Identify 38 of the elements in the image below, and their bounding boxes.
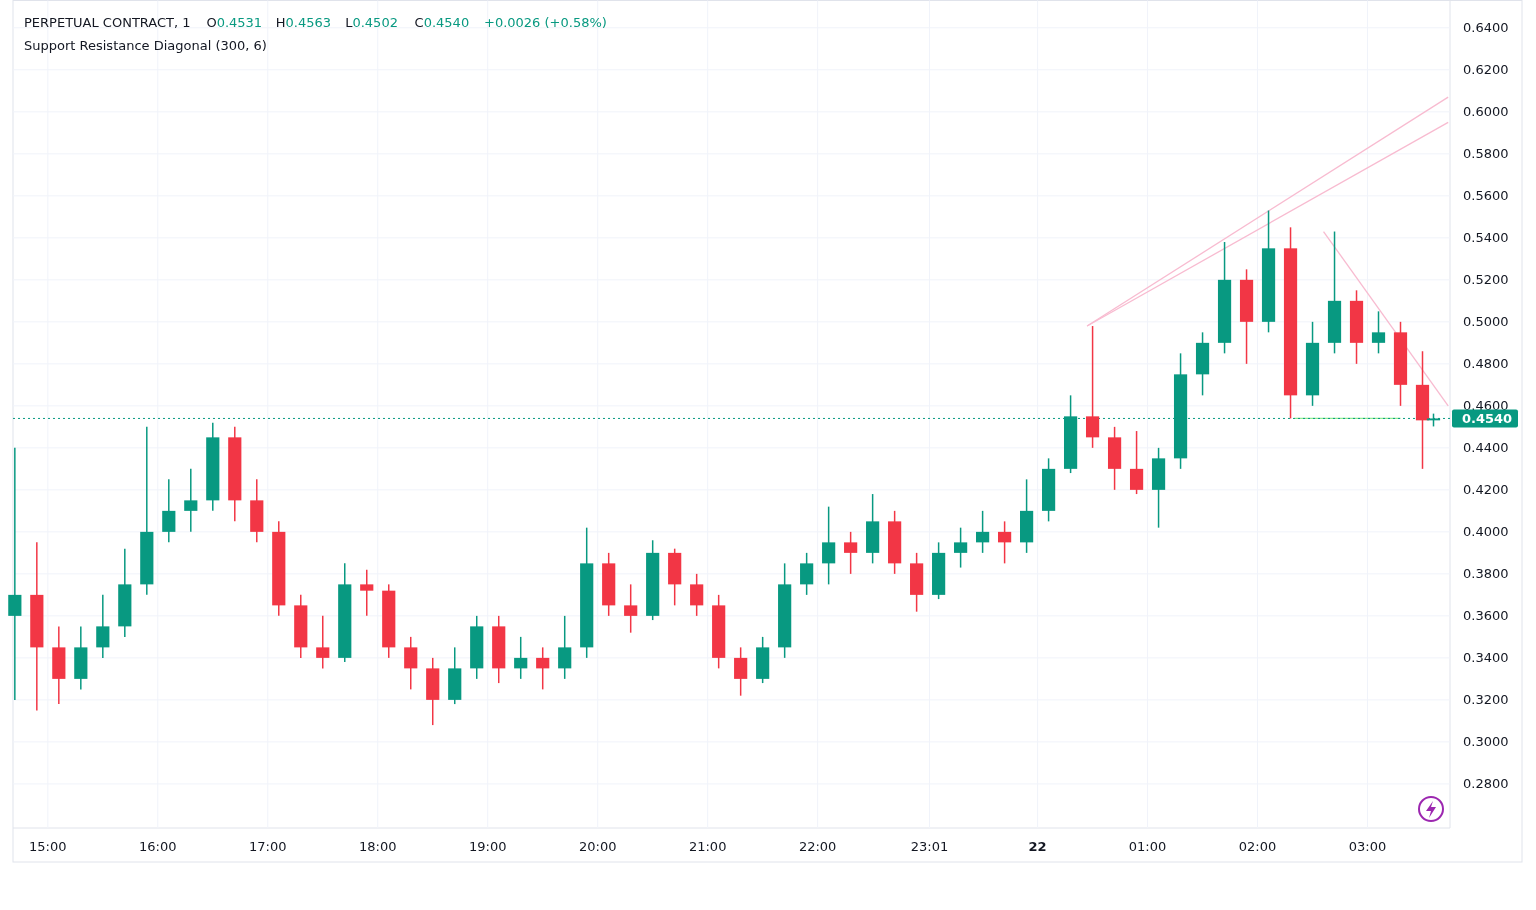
x-tick-label: 02:00 [1238,838,1277,854]
y-tick-label: 0.4200 [1463,482,1509,498]
annotation: C0.4540 [414,14,470,30]
x-tick-label: 22 [1028,838,1047,854]
x-tick-label: 16:00 [139,838,177,854]
text: Support Resistance Diagonal (300, 6) [24,37,267,53]
y-tick-label: 0.5000 [1463,314,1509,330]
y-tick-label: 0.3400 [1463,650,1509,666]
y-tick-label: 0.5400 [1463,230,1509,246]
x-tick-label: 03:00 [1348,838,1387,854]
x-tick-label: 15:00 [29,838,67,854]
x-tick-label: 23:01 [910,838,949,854]
x-tick-label: 17:00 [249,838,287,854]
y-tick-label: 0.6000 [1463,104,1509,120]
x-tick-label: 22:00 [798,838,837,854]
annotation: +0.0026 (+0.58%) [484,14,607,30]
y-tick-label: 0.5800 [1463,146,1509,162]
x-tick-label: 01:00 [1128,838,1167,854]
y-tick-label: 0.2800 [1463,776,1509,792]
y-tick-label: 0.6200 [1463,62,1509,78]
annotation: H0.4563 [275,14,332,30]
y-tick-label: 0.6400 [1463,20,1509,36]
annotation: O0.4531 [206,14,263,30]
annotation: L0.4502 [345,14,398,30]
x-tick-label: 18:00 [359,838,397,854]
x-tick-label: 19:00 [468,838,507,854]
y-tick-label: 0.3200 [1463,692,1509,708]
text: PERPETUAL CONTRACT, 1 [24,14,191,30]
y-tick-label: 0.4400 [1463,440,1509,456]
y-tick-label: 0.3800 [1463,566,1509,582]
y-tick-label: 0.4000 [1463,524,1509,540]
y-tick-label: 0.3600 [1463,608,1509,624]
y-tick-label: 0.3000 [1463,734,1509,750]
y-tick-label: 0.5200 [1463,272,1509,288]
y-tick-label: 0.4800 [1463,356,1509,372]
x-tick-label: 20:00 [578,838,617,854]
y-tick-label: 0.5600 [1463,188,1509,204]
x-tick-label: 21:00 [688,838,727,854]
